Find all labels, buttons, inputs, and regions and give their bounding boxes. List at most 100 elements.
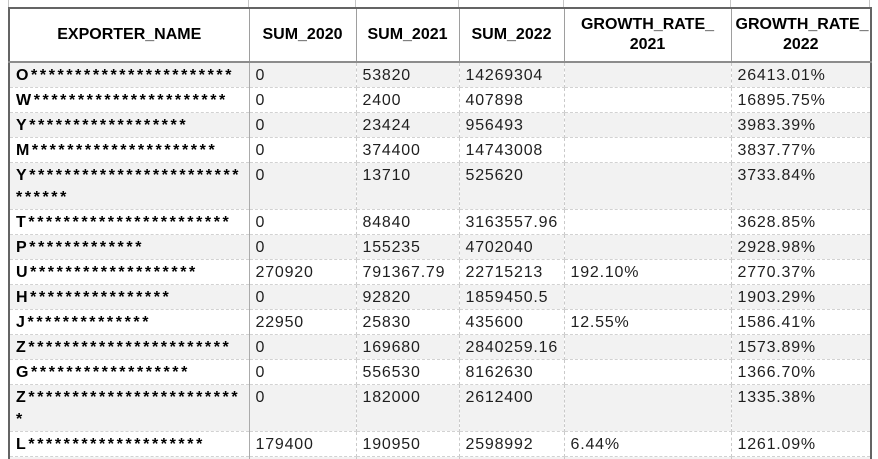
cell-sum-2020[interactable]: 0: [249, 234, 357, 260]
cell-exporter[interactable]: G******************: [9, 359, 250, 385]
cell-exporter[interactable]: J**************: [9, 309, 250, 335]
cell-sum-2020[interactable]: 22950: [249, 309, 357, 335]
cell-sum-2020[interactable]: [249, 456, 357, 459]
cell-sum-2021[interactable]: 53820: [356, 62, 460, 88]
cell-growth-2021[interactable]: 6.44%: [564, 431, 732, 457]
cell-sum-2021[interactable]: 92820: [356, 284, 460, 310]
column-header-exporter[interactable]: EXPORTER_NAME: [9, 8, 250, 63]
cell-sum-2021[interactable]: 155235: [356, 234, 460, 260]
cell-sum-2021[interactable]: 556530: [356, 359, 460, 385]
cell-growth-2022[interactable]: 3837.77%: [731, 137, 871, 163]
column-header-growth-2022[interactable]: GROWTH_RATE_ 2022: [731, 8, 871, 63]
cell-exporter[interactable]: O***********************: [9, 62, 250, 88]
cell-growth-2022[interactable]: 1586.41%: [731, 309, 871, 335]
column-header-label: SUM_2022: [471, 26, 552, 43]
cell-sum-2022[interactable]: 22715213: [459, 259, 565, 285]
column-header-sum-2020[interactable]: SUM_2020: [249, 8, 357, 63]
cell-growth-2021[interactable]: [564, 384, 732, 432]
cell-sum-2021[interactable]: 374400: [356, 137, 460, 163]
cell-sum-2022[interactable]: 4702040: [459, 234, 565, 260]
column-header-growth-2021[interactable]: GROWTH_RATE_ 2021: [564, 8, 732, 63]
cell-growth-2022[interactable]: 2770.37%: [731, 259, 871, 285]
cell-sum-2021[interactable]: 791367.79: [356, 259, 460, 285]
cell-growth-2022[interactable]: 16895.75%: [731, 87, 871, 113]
cell-sum-2022[interactable]: 14743008: [459, 137, 565, 163]
cell-exporter[interactable]: P*************: [9, 234, 250, 260]
gridline-tick: [730, 0, 731, 7]
cell-exporter[interactable]: L********************: [9, 431, 250, 457]
cell-exporter[interactable]: Z***********************: [9, 334, 250, 360]
cell-growth-2021[interactable]: [564, 284, 732, 310]
cell-growth-2021[interactable]: 192.10%: [564, 259, 732, 285]
cell-sum-2022[interactable]: 407898: [459, 87, 565, 113]
cell-exporter[interactable]: Y******************************: [9, 162, 250, 210]
cell-exporter[interactable]: M*********************: [9, 137, 250, 163]
cell-sum-2021[interactable]: 182000: [356, 384, 460, 432]
cell-exporter[interactable]: T***********************: [9, 209, 250, 235]
cell-sum-2020[interactable]: 0: [249, 62, 357, 88]
cell-sum-2020[interactable]: 0: [249, 359, 357, 385]
cell-sum-2020[interactable]: 0: [249, 137, 357, 163]
cell-sum-2022[interactable]: 1859450.5: [459, 284, 565, 310]
cell-sum-2022[interactable]: 2840259.16: [459, 334, 565, 360]
cell-sum-2020[interactable]: 0: [249, 87, 357, 113]
gridline-tick: [8, 0, 9, 7]
table-row: G****************** 0 556530 8162630 1366.70…: [9, 359, 871, 385]
cell-sum-2022[interactable]: 14269304: [459, 62, 565, 88]
cell-growth-2022[interactable]: 1366.70%: [731, 359, 871, 385]
cell-growth-2022[interactable]: 3628.85%: [731, 209, 871, 235]
cell-growth-2021[interactable]: [564, 137, 732, 163]
cell-sum-2020[interactable]: 0: [249, 112, 357, 138]
cell-sum-2020[interactable]: 0: [249, 209, 357, 235]
cell-sum-2021[interactable]: 190950: [356, 431, 460, 457]
cell-sum-2021[interactable]: 25830: [356, 309, 460, 335]
cell-growth-2021[interactable]: [564, 112, 732, 138]
cell-growth-2022[interactable]: 1335.38%: [731, 384, 871, 432]
cell-sum-2021[interactable]: 13710: [356, 162, 460, 210]
cell-sum-2021[interactable]: 2400: [356, 87, 460, 113]
cell-sum-2022[interactable]: 2598992: [459, 431, 565, 457]
cell-sum-2022[interactable]: 435600: [459, 309, 565, 335]
cell-sum-2021[interactable]: [356, 456, 460, 459]
cell-growth-2021[interactable]: [564, 234, 732, 260]
cell-exporter[interactable]: [9, 456, 250, 459]
cell-sum-2020[interactable]: 0: [249, 384, 357, 432]
cell-growth-2021[interactable]: [564, 334, 732, 360]
cell-growth-2021[interactable]: [564, 359, 732, 385]
cell-sum-2021[interactable]: 23424: [356, 112, 460, 138]
cell-sum-2022[interactable]: 525620: [459, 162, 565, 210]
cell-exporter[interactable]: Z*************************: [9, 384, 250, 432]
cell-growth-2022[interactable]: 1261.09%: [731, 431, 871, 457]
column-header-sum-2021[interactable]: SUM_2021: [356, 8, 460, 63]
cell-sum-2022[interactable]: [459, 456, 565, 459]
cell-exporter[interactable]: U*******************: [9, 259, 250, 285]
cell-sum-2020[interactable]: 270920: [249, 259, 357, 285]
cell-growth-2021[interactable]: [564, 62, 732, 88]
cell-exporter[interactable]: H****************: [9, 284, 250, 310]
column-header-sum-2022[interactable]: SUM_2022: [459, 8, 565, 63]
cell-exporter[interactable]: Y******************: [9, 112, 250, 138]
cell-growth-2021[interactable]: [564, 87, 732, 113]
table-row: Y****************************** 0 13710 525…: [9, 162, 871, 210]
cell-growth-2022[interactable]: 3983.39%: [731, 112, 871, 138]
cell-sum-2020[interactable]: 0: [249, 334, 357, 360]
cell-sum-2021[interactable]: 84840: [356, 209, 460, 235]
cell-growth-2022[interactable]: 1573.89%: [731, 334, 871, 360]
cell-sum-2022[interactable]: 3163557.96: [459, 209, 565, 235]
cell-growth-2021[interactable]: [564, 162, 732, 210]
cell-sum-2022[interactable]: 956493: [459, 112, 565, 138]
cell-growth-2021[interactable]: [564, 209, 732, 235]
cell-exporter[interactable]: W**********************: [9, 87, 250, 113]
cell-growth-2021[interactable]: 12.55%: [564, 309, 732, 335]
cell-sum-2020[interactable]: 179400: [249, 431, 357, 457]
cell-sum-2022[interactable]: 8162630: [459, 359, 565, 385]
cell-growth-2022[interactable]: 1903.29%: [731, 284, 871, 310]
cell-sum-2021[interactable]: 169680: [356, 334, 460, 360]
cell-sum-2020[interactable]: 0: [249, 284, 357, 310]
cell-growth-2022[interactable]: 26413.01%: [731, 62, 871, 88]
cell-sum-2020[interactable]: 0: [249, 162, 357, 210]
cell-growth-2022[interactable]: 3733.84%: [731, 162, 871, 210]
cell-growth-2022[interactable]: 2928.98%: [731, 234, 871, 260]
cell-growth-2021[interactable]: [564, 456, 732, 459]
cell-sum-2022[interactable]: 2612400: [459, 384, 565, 432]
